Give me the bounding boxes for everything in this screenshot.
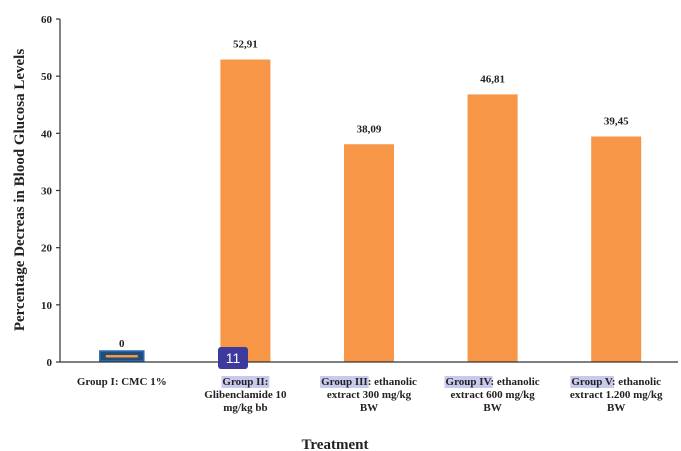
bars [99, 59, 642, 363]
category-label-line: extract 600 mg/kg [450, 389, 535, 401]
category-label-text: extract 1.200 mg/kg [570, 389, 663, 401]
category-highlight [444, 376, 493, 388]
y-axis-ticks: 0 10 20 30 40 50 60 [41, 14, 60, 369]
category-label-line: Glibenclamide 10 [204, 389, 287, 401]
category-highlight [570, 376, 614, 388]
category-label-text: Glibenclamide 10 [204, 389, 287, 401]
bar[interactable] [467, 94, 518, 362]
category-highlight [320, 376, 369, 388]
y-tick-label: 40 [41, 128, 53, 140]
category-label-line: BW [360, 402, 378, 414]
x-axis-title: Treatment [302, 437, 369, 451]
bar[interactable] [220, 59, 271, 363]
y-axis-title: Percentage Decreas in Blood Glucosa Leve… [12, 49, 28, 331]
bar[interactable] [591, 136, 642, 362]
category-label-text: BW [360, 402, 378, 414]
category-group-name: Group V [571, 376, 613, 388]
category-label-text: extract 300 mg/kg [327, 389, 412, 401]
category-label-line: extract 1.200 mg/kg [570, 389, 663, 401]
bar[interactable] [344, 144, 394, 362]
y-tick-label: 10 [41, 300, 53, 312]
data-label: 52,91 [233, 39, 258, 51]
data-label: 39,45 [604, 115, 629, 127]
category-label-line: BW [483, 402, 501, 414]
category-label-line: Group III: ethanolic [321, 376, 417, 388]
category-label-text: BW [483, 402, 501, 414]
data-label: 0 [119, 338, 125, 350]
category-label-text: extract 600 mg/kg [450, 389, 535, 401]
category-label-text: Group I: CMC 1% [77, 376, 167, 388]
y-tick-label: 50 [41, 71, 53, 83]
element-marker-badge: 11 [218, 347, 248, 369]
category-label-line: Group II: [222, 376, 268, 388]
y-tick-label: 60 [41, 14, 53, 26]
y-tick-label: 30 [41, 186, 53, 198]
category-label-line: Group I: CMC 1% [77, 376, 167, 388]
category-label-text: mg/kg bb [223, 402, 267, 414]
category-label-text: BW [607, 402, 625, 414]
category-group-name: Group II: [222, 376, 268, 388]
category-label-text: : ethanolic [612, 376, 661, 388]
y-tick-label: 20 [41, 243, 53, 255]
data-label: 38,09 [357, 123, 382, 135]
bar-value-line [105, 355, 138, 358]
category-label-line: Group IV: ethanolic [446, 376, 540, 388]
category-label-line: BW [607, 402, 625, 414]
y-tick-label: 0 [47, 357, 53, 369]
category-label-line: extract 300 mg/kg [327, 389, 412, 401]
data-label: 46,81 [480, 73, 505, 85]
category-label-line: mg/kg bb [223, 402, 267, 414]
category-group-name: Group IV [446, 376, 492, 388]
category-label-text: : ethanolic [368, 376, 417, 388]
category-group-name: Group III [321, 376, 368, 388]
category-highlight [221, 376, 270, 388]
category-label-text: : ethanolic [490, 376, 539, 388]
category-labels: Group I: CMC 1% Group II:Glibenclamide 10… [77, 376, 663, 414]
category-label-line: Group V: ethanolic [571, 376, 661, 388]
data-labels: 0 52,91 38,09 46,81 39,45 [119, 39, 629, 350]
